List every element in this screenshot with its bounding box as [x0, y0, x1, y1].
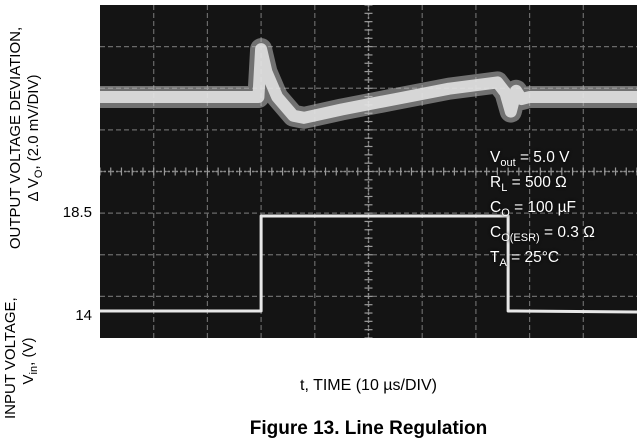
x-axis-label: t, TIME (10 µs/DIV)	[300, 377, 437, 394]
legend-co-esr: CO(ESR) = 0.3 Ω	[490, 224, 595, 245]
test-conditions-legend: Vout = 5.0 V RL = 500 Ω CO = 100 µF CO(E…	[490, 148, 595, 273]
output-voltage-axis-label-line2: Δ VO, (2.0 mV/DIV)	[25, 74, 45, 202]
oscilloscope-display	[100, 5, 637, 338]
output-voltage-trace	[100, 43, 637, 124]
input-voltage-axis-label: INPUT VOLTAGE, Vin, (V)	[2, 297, 42, 419]
legend-ta: TA = 25°C	[490, 249, 560, 270]
output-voltage-axis-label-line1: OUTPUT VOLTAGE DEVIATION,	[7, 26, 24, 250]
legend-vout: Vout = 5.0 V	[490, 149, 570, 170]
input-voltage-trace	[100, 214, 637, 314]
input-voltage-axis-label-line2: Vin, (V)	[20, 337, 40, 385]
legend-co: CO = 100 µF	[490, 199, 576, 220]
legend-rl: RL = 500 Ω	[490, 174, 567, 195]
y-tick-label-14: 14	[75, 307, 92, 324]
scope-grid	[100, 5, 637, 338]
scope-traces	[100, 38, 637, 314]
input-voltage-axis-label-line1: INPUT VOLTAGE,	[2, 297, 19, 419]
output-voltage-axis-label: OUTPUT VOLTAGE DEVIATION, Δ VO, (2.0 mV/…	[7, 18, 47, 258]
figure-caption: Figure 13. Line Regulation	[249, 418, 488, 439]
y-tick-label-18-5: 18.5	[62, 204, 92, 221]
